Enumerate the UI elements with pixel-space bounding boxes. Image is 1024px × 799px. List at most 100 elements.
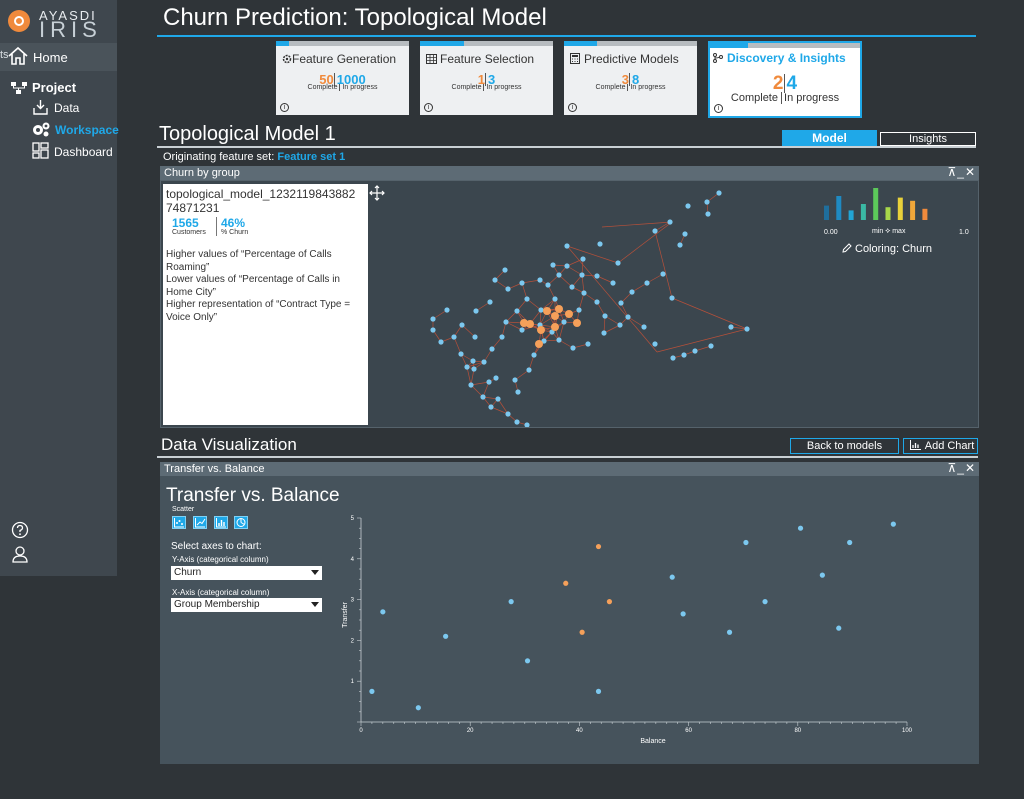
coloring-label: Coloring: Churn <box>855 243 933 255</box>
sidebar-item-dashboard[interactable]: Dashboard <box>54 145 113 159</box>
feature-set-link[interactable]: Feature set 1 <box>277 151 346 163</box>
dashboard-icon <box>32 142 49 159</box>
network-node <box>430 316 436 322</box>
sidebar-item-workspace[interactable]: Workspace <box>55 123 119 137</box>
data-point <box>595 688 602 694</box>
bar-chart-icon <box>216 518 226 528</box>
network-node <box>430 327 436 333</box>
data-point <box>563 580 569 586</box>
network-edge <box>470 368 475 386</box>
panel-controls: ⊼_✕ <box>947 165 976 179</box>
info-icon[interactable]: i <box>280 103 289 112</box>
network-node <box>667 219 673 225</box>
back-to-models-button[interactable]: Back to models <box>790 438 899 454</box>
scatter-chart-button[interactable] <box>172 516 186 529</box>
tab-insights[interactable]: Insights <box>880 132 976 146</box>
x-axis-select[interactable]: Group Membership <box>171 598 322 612</box>
info-icon[interactable]: i <box>424 103 433 112</box>
network-node <box>716 190 722 196</box>
move-icon[interactable] <box>369 185 385 201</box>
card-title: Feature Generation <box>282 52 396 66</box>
network-node <box>682 231 688 237</box>
data-point <box>380 609 386 615</box>
customers-count: 1565 <box>172 216 199 230</box>
card-title-text: Discovery & Insights <box>727 51 846 65</box>
network-edge <box>601 221 673 228</box>
network-node <box>438 339 444 345</box>
network-node <box>514 308 520 314</box>
x-tick-label: 0 <box>359 728 363 734</box>
line-chart-button[interactable] <box>193 516 207 529</box>
sidebar-item-project[interactable]: Project <box>32 80 77 95</box>
network-node <box>594 273 600 279</box>
network-node <box>576 307 582 313</box>
tab-model[interactable]: Model <box>782 130 877 146</box>
in-progress-label: In progress <box>483 84 521 91</box>
user-icon[interactable] <box>11 545 29 563</box>
customers-stat: 1565 Customers <box>172 217 206 236</box>
y-tick-label: 3 <box>351 598 355 604</box>
pin-icon[interactable]: ⊼ <box>947 461 958 475</box>
bar-chart-button[interactable] <box>214 516 228 529</box>
network-node <box>705 211 711 217</box>
y-axis-select-label: Y-Axis (categorical column) <box>172 555 269 564</box>
ayasdi-logo[interactable]: AYASDI IRIS <box>8 6 116 41</box>
card-title-text: Feature Generation <box>292 52 397 66</box>
data-point <box>743 539 749 546</box>
gear-icon <box>282 54 292 64</box>
network-edge <box>571 274 583 288</box>
topological-network-graph[interactable] <box>372 182 772 427</box>
close-icon[interactable]: ✕ <box>964 461 976 475</box>
complete-label: Complete <box>730 92 778 104</box>
data-point <box>797 525 804 531</box>
pin-icon[interactable]: ⊼ <box>947 165 958 179</box>
scatter-plot[interactable]: 0 20 40 60 80 100 1 2 3 4 5 Balance Transfer <box>337 510 917 750</box>
minimize-icon[interactable]: _ <box>957 165 965 179</box>
network-node <box>617 322 623 328</box>
network-node <box>564 263 570 269</box>
help-icon[interactable] <box>11 521 29 539</box>
network-node <box>728 324 734 330</box>
network-edge <box>558 274 573 288</box>
network-edge <box>603 315 606 334</box>
add-chart-button[interactable]: Add Chart <box>903 438 978 454</box>
minimize-icon[interactable]: _ <box>957 461 965 475</box>
pipeline-card-feature-generation[interactable]: Feature Generation 50 1000 Complete In pr… <box>276 41 409 115</box>
network-node <box>555 305 563 313</box>
bar-chart-icon <box>909 440 921 450</box>
info-icon[interactable]: i <box>568 103 577 112</box>
network-node <box>704 199 710 205</box>
close-icon[interactable]: ✕ <box>964 165 976 179</box>
in-progress-count: 4 <box>783 74 797 93</box>
originating-label: Originating feature set: <box>163 151 275 163</box>
pie-chart-button[interactable] <box>234 516 248 529</box>
network-node <box>565 310 573 318</box>
network-node <box>543 307 551 315</box>
y-axis-select[interactable]: Churn <box>171 566 322 580</box>
info-icon[interactable]: i <box>714 104 723 113</box>
insight-line: Higher values of “Percentage of Calls Ro… <box>166 249 332 273</box>
network-node <box>486 379 492 385</box>
network-node <box>594 299 600 305</box>
network-edge <box>466 361 485 368</box>
network-node <box>488 404 494 410</box>
network-node <box>444 307 450 313</box>
network-node <box>505 411 511 417</box>
coloring-selector[interactable]: Coloring: Churn <box>842 243 932 255</box>
network-node <box>641 324 647 330</box>
data-visualization-title: Data Visualization <box>161 435 297 454</box>
network-edge <box>558 321 565 341</box>
sidebar-item-data[interactable]: Data <box>54 101 80 115</box>
network-node <box>502 267 508 273</box>
network-node <box>531 352 537 358</box>
originating-feature-set: Originating feature set: Feature set 1 <box>163 151 345 163</box>
network-node <box>652 341 658 347</box>
legend-range-toggle[interactable]: min ⯎ max <box>872 228 906 235</box>
data-visualization-divider <box>157 456 978 458</box>
sidebar-item-home[interactable]: ts Home <box>0 43 117 71</box>
